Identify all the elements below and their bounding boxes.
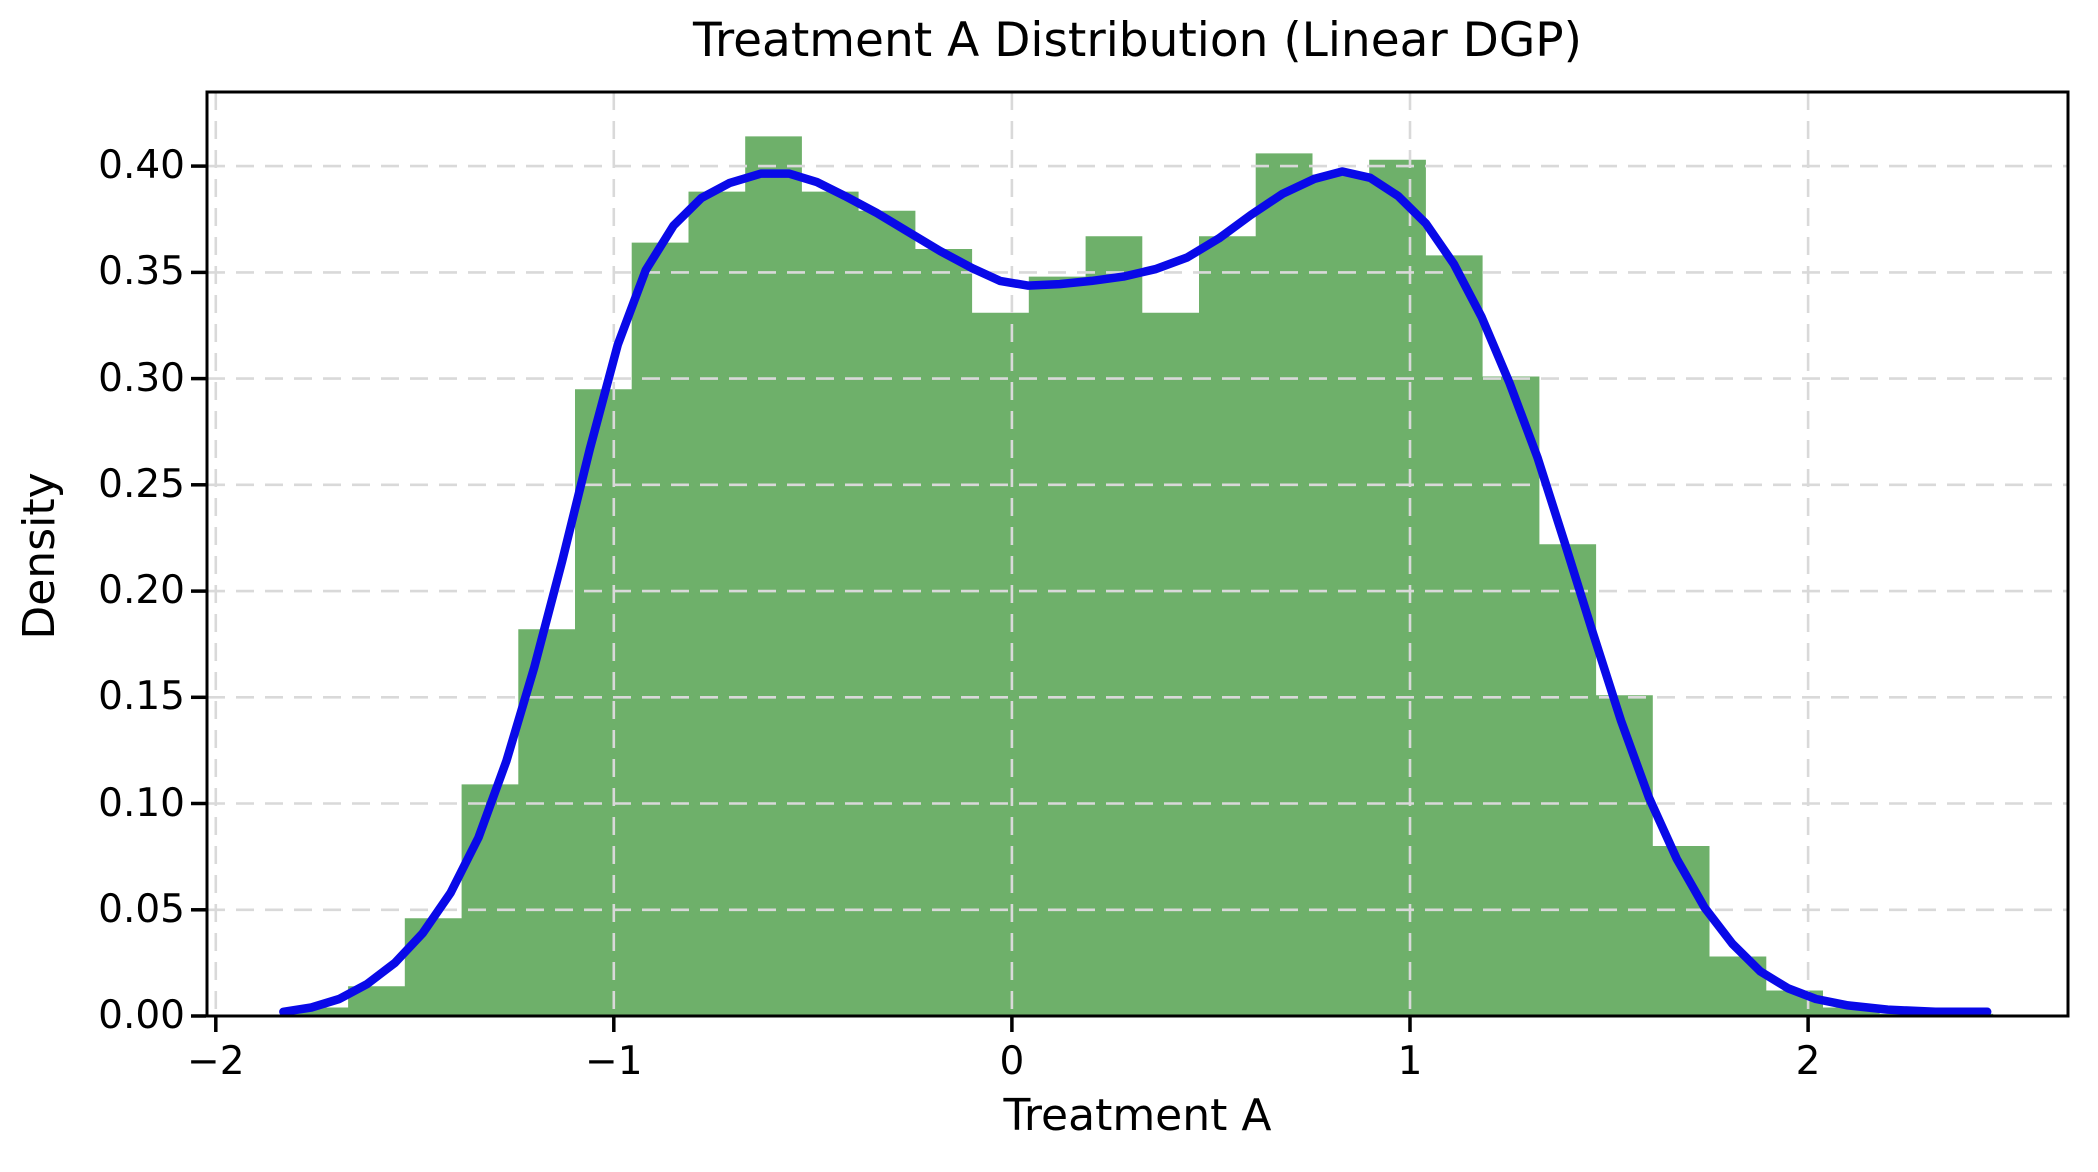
x-tick-label: 1	[1397, 1039, 1423, 1084]
x-tick-label: 2	[1795, 1039, 1821, 1084]
histogram-bars	[291, 136, 1994, 1016]
y-tick-label: 0.10	[98, 780, 185, 826]
y-tick-label: 0.30	[98, 355, 185, 401]
y-tick-label: 0.40	[98, 143, 185, 189]
y-tick-label: 0.20	[98, 568, 185, 614]
chart-title: Treatment A Distribution (Linear DGP)	[693, 13, 1582, 68]
x-tick-label: −1	[585, 1039, 643, 1084]
y-tick-label: 0.25	[98, 461, 185, 507]
x-tick-label: −2	[187, 1039, 245, 1084]
y-tick-label: 0.15	[98, 674, 185, 720]
x-axis-label: Treatment A	[1003, 1090, 1272, 1141]
y-tick-label: 0.00	[98, 993, 185, 1038]
plot-border	[205, 90, 2070, 1018]
y-tick-label: 0.05	[98, 886, 185, 932]
x-tick-label: 0	[999, 1039, 1025, 1084]
y-tick-label: 0.35	[98, 249, 185, 295]
kde-curve	[279, 167, 1992, 1017]
